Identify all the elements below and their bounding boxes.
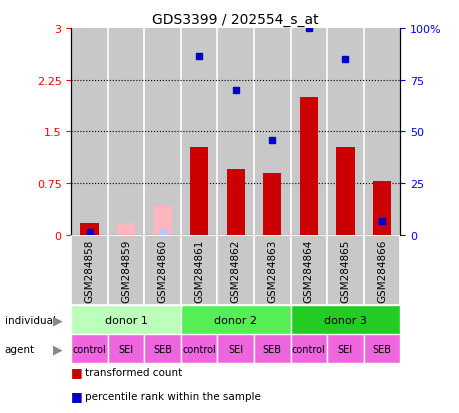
Bar	[180, 335, 217, 363]
Bar	[117, 223, 135, 235]
Bar	[363, 335, 399, 363]
Bar	[253, 29, 290, 235]
Bar	[180, 306, 290, 335]
Text: GSM284866: GSM284866	[376, 239, 386, 302]
Bar	[71, 335, 107, 363]
Text: GSM284858: GSM284858	[84, 239, 95, 302]
Text: ■: ■	[71, 389, 83, 402]
Bar	[71, 235, 107, 306]
Text: control: control	[291, 344, 325, 354]
Bar	[326, 29, 363, 235]
Text: control: control	[182, 344, 216, 354]
Text: SEB: SEB	[153, 344, 172, 354]
Bar	[217, 29, 253, 235]
Bar	[180, 29, 217, 235]
Text: SEB: SEB	[262, 344, 281, 354]
Bar	[290, 335, 326, 363]
Bar	[144, 235, 180, 306]
Bar	[144, 29, 180, 235]
Bar	[80, 223, 99, 235]
Text: SEB: SEB	[372, 344, 391, 354]
Text: ▶: ▶	[53, 313, 62, 327]
Bar	[217, 235, 253, 306]
Bar	[363, 235, 399, 306]
Text: donor 3: donor 3	[323, 315, 366, 325]
Bar	[107, 335, 144, 363]
Bar	[372, 182, 390, 235]
Text: percentile rank within the sample: percentile rank within the sample	[85, 391, 260, 401]
Text: GSM284862: GSM284862	[230, 239, 240, 302]
Text: GSM284861: GSM284861	[194, 239, 204, 302]
Bar	[290, 235, 326, 306]
Bar	[190, 148, 208, 235]
Bar	[299, 98, 317, 235]
Bar	[71, 29, 107, 235]
Bar	[290, 306, 399, 335]
Text: SEI: SEI	[337, 344, 352, 354]
Title: GDS3399 / 202554_s_at: GDS3399 / 202554_s_at	[152, 12, 319, 26]
Bar	[226, 170, 244, 235]
Text: GSM284864: GSM284864	[303, 239, 313, 302]
Text: GSM284863: GSM284863	[267, 239, 277, 302]
Text: donor 2: donor 2	[214, 315, 257, 325]
Text: control: control	[73, 344, 106, 354]
Bar	[290, 29, 326, 235]
Bar	[107, 29, 144, 235]
Text: ▶: ▶	[53, 342, 62, 356]
Bar	[253, 235, 290, 306]
Bar	[217, 335, 253, 363]
Bar	[326, 335, 363, 363]
Text: GSM284860: GSM284860	[157, 239, 167, 302]
Bar	[153, 206, 171, 235]
Text: SEI: SEI	[118, 344, 134, 354]
Bar	[326, 235, 363, 306]
Text: GSM284865: GSM284865	[340, 239, 350, 302]
Bar	[263, 173, 281, 235]
Bar	[180, 235, 217, 306]
Bar	[336, 148, 354, 235]
Text: ■: ■	[71, 365, 83, 378]
Text: agent: agent	[5, 344, 34, 354]
Text: transformed count: transformed count	[85, 367, 182, 377]
Text: SEI: SEI	[228, 344, 243, 354]
Text: donor 1: donor 1	[105, 315, 147, 325]
Bar	[253, 335, 290, 363]
Text: GSM284859: GSM284859	[121, 239, 131, 302]
Text: individual: individual	[5, 315, 56, 325]
Bar	[107, 235, 144, 306]
Bar	[363, 29, 399, 235]
Bar	[71, 306, 180, 335]
Bar	[144, 335, 180, 363]
